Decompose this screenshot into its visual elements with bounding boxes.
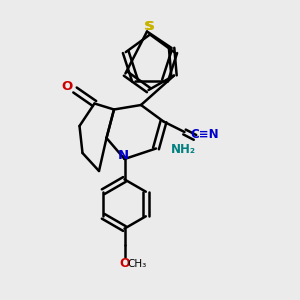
Text: O: O [62, 80, 73, 94]
Text: NH₂: NH₂ [170, 142, 196, 156]
Text: S: S [146, 20, 154, 34]
Text: O: O [119, 257, 130, 270]
Text: N: N [117, 148, 129, 162]
Text: S: S [144, 20, 153, 33]
Text: C≡N: C≡N [190, 128, 219, 141]
Text: CH₃: CH₃ [128, 259, 147, 269]
